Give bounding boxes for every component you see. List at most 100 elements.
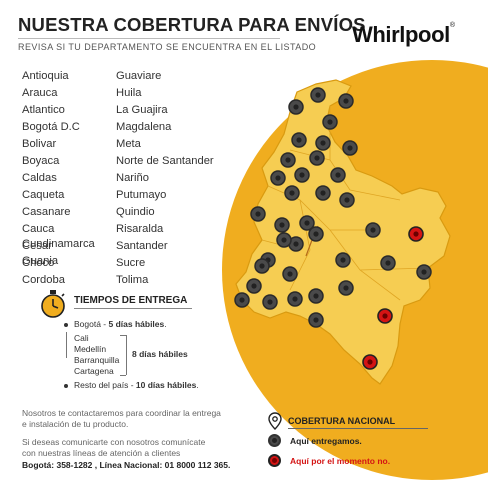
delivery-dot-center (313, 293, 319, 299)
department-item: Atlantico (22, 104, 65, 116)
delivery-dot-center (275, 175, 281, 181)
bogota-delivery: Bogotá - 5 días hábiles. (74, 319, 167, 329)
delivery-dot-center (320, 190, 326, 196)
delivery-dot-center (315, 92, 321, 98)
delivery-dot-center (335, 172, 341, 178)
department-item: Santander (116, 240, 168, 252)
delivery-dot-center (421, 269, 427, 275)
department-item: Cesar (22, 240, 52, 252)
bogota-label: Bogotá - (74, 319, 109, 329)
rest-delivery: Resto del país - 10 días hábiles. (74, 380, 199, 390)
city-item: Cartagena (74, 366, 114, 376)
delivery-dot-center (343, 285, 349, 291)
delivery-dot-center (320, 140, 326, 146)
delivery-dot-center (313, 317, 319, 323)
stopwatch-icon (41, 290, 65, 318)
delivery-dot-center (314, 155, 320, 161)
delivery-dot-center (267, 299, 273, 305)
support-line: con nuestras líneas de atención a client… (22, 447, 181, 458)
cities-days: 8 días hábiles (132, 349, 188, 359)
delivery-dot-center (347, 145, 353, 151)
delivery-dots (234, 87, 432, 328)
delivery-dot-center (385, 260, 391, 266)
support-paragraph: Si deseas comunicarte con nosotros comun… (22, 437, 205, 458)
delivery-dot-center (251, 283, 257, 289)
department-item: Tolima (116, 274, 149, 286)
department-item: Cundinamarca (22, 238, 95, 250)
legend-divider (288, 428, 428, 429)
rest-days: 10 días hábiles (135, 380, 197, 390)
bogota-suffix: . (164, 319, 167, 329)
legend-delivered-label: Aquí entregamos. (290, 436, 362, 446)
no-delivery-dot-center (367, 359, 373, 365)
delivery-dot-center (327, 119, 333, 125)
department-item: Guaviare (116, 70, 162, 82)
delivery-dot-center (279, 222, 285, 228)
department-item: Quindio (116, 206, 155, 218)
legend-delivered-dot (268, 434, 281, 447)
department-item: Cauca (22, 223, 55, 235)
delivery-heading: TIEMPOS DE ENTREGA (74, 295, 188, 306)
delivery-dot-center (255, 211, 261, 217)
delivery-dot-center (287, 271, 293, 277)
delivery-dot-center (370, 227, 376, 233)
delivery-dot-center (344, 197, 350, 203)
bogota-days: 5 días hábiles (108, 319, 165, 329)
city-item: Barranquilla (74, 355, 120, 365)
no-delivery-dot-center (382, 313, 388, 319)
legend-not-yet-dot (268, 454, 281, 467)
page-subtitle: REVISA SI TU DEPARTAMENTO SE ENCUENTRA E… (18, 42, 317, 52)
location-pin-icon (268, 412, 282, 430)
delivery-dot-center (343, 98, 349, 104)
department-item: Caqueta (22, 189, 65, 201)
department-item: Cordoba (22, 274, 65, 286)
contact-line: e instalación de tu producto. (22, 418, 129, 429)
no-delivery-dots (362, 226, 424, 370)
department-item: Meta (116, 138, 141, 150)
department-item: Arauca (22, 87, 58, 99)
legend-title: COBERTURA NACIONAL (288, 416, 396, 426)
cities-bracket-bottom (120, 375, 126, 376)
department-item: Bolivar (22, 138, 57, 150)
delivery-dot-center (285, 157, 291, 163)
delivery-dot-center (313, 231, 319, 237)
department-item: Sucre (116, 257, 146, 269)
cities-bracket-top (120, 335, 126, 336)
department-item: Casanare (22, 206, 71, 218)
department-item: Magdalena (116, 121, 172, 133)
delivery-dot-center (340, 257, 346, 263)
department-item: Norte de Santander (116, 155, 214, 167)
bracket-line (66, 332, 67, 358)
department-item: Bogotá D.C (22, 121, 80, 133)
delivery-heading-rule (74, 308, 192, 309)
department-item: Guania (22, 255, 59, 267)
city-item: Medellín (74, 344, 107, 354)
department-item: Risaralda (116, 223, 164, 235)
department-item: Putumayo (116, 189, 167, 201)
title-divider (18, 38, 280, 39)
department-item: Nariño (116, 172, 149, 184)
delivery-dot-center (239, 297, 245, 303)
delivery-dot-center (293, 104, 299, 110)
rest-suffix: . (196, 380, 199, 390)
delivery-dot-center (299, 172, 305, 178)
delivery-dot-center (259, 263, 265, 269)
delivery-dot-center (292, 296, 298, 302)
delivery-dot-center (293, 241, 299, 247)
department-item: Caldas (22, 172, 57, 184)
department-item: Huila (116, 87, 142, 99)
department-item: Choco (22, 257, 55, 269)
delivery-dot-center (304, 220, 310, 226)
city-item: Cali (74, 333, 89, 343)
contact-paragraph: Nosotros te contactaremos para coordinar… (22, 408, 221, 429)
bullet (64, 384, 68, 388)
department-item: Antioquia (22, 70, 69, 82)
registered-mark: ® (449, 22, 455, 29)
phone-numbers: Bogotá: 358-1282 , Línea Nacional: 01 80… (22, 460, 231, 470)
department-item: La Guajira (116, 104, 168, 116)
bullet (64, 323, 68, 327)
no-delivery-dot-center (413, 231, 419, 237)
delivery-dot-center (281, 237, 287, 243)
